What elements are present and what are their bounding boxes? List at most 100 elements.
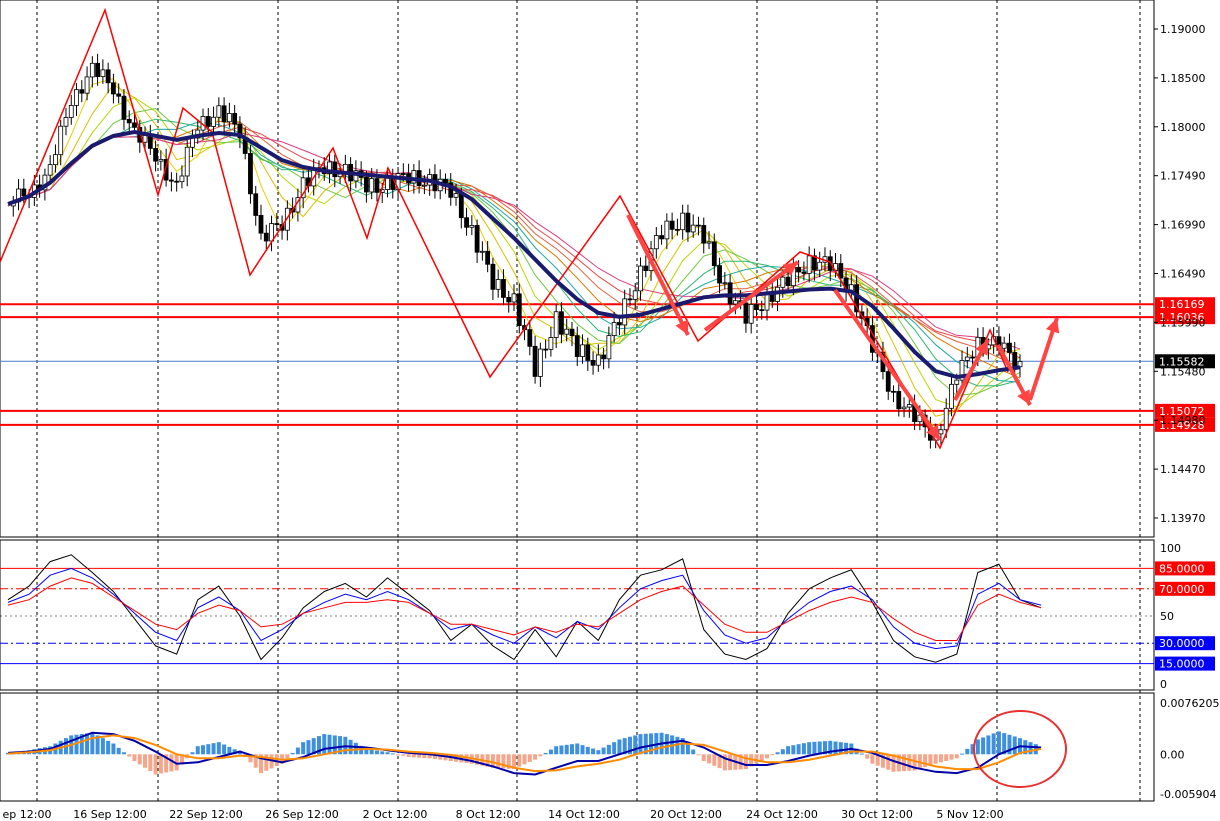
candle-body bbox=[506, 297, 512, 303]
macd-histogram-bar bbox=[891, 754, 896, 772]
candle-body bbox=[885, 371, 891, 392]
candle-body bbox=[964, 356, 970, 361]
candle-body bbox=[174, 180, 180, 183]
candle-body bbox=[1007, 342, 1012, 353]
macd-histogram-bar bbox=[311, 738, 316, 755]
macd-tick-label: -0.005904 bbox=[1160, 788, 1216, 801]
macd-histogram-bar bbox=[580, 745, 585, 755]
macd-histogram-bar bbox=[338, 736, 343, 755]
price-level-label-bg bbox=[1155, 403, 1215, 418]
zigzag-line bbox=[0, 7, 1009, 450]
macd-histogram-bar bbox=[153, 754, 158, 775]
macd-histogram-bar bbox=[770, 754, 775, 756]
candle-body bbox=[690, 224, 696, 233]
stochastic-levels: 85.0000 70.0000 30.0000 15.0000 bbox=[0, 561, 1215, 671]
candle-body bbox=[469, 225, 475, 228]
time-label: 26 Sep 12:00 bbox=[265, 808, 338, 821]
macd-histogram-bar bbox=[95, 735, 100, 755]
macd-histogram-bar bbox=[960, 753, 965, 755]
macd-histogram-bar bbox=[828, 740, 833, 755]
candle-body bbox=[63, 117, 69, 127]
macd-histogram-bar bbox=[401, 754, 406, 756]
macd-histogram-bar bbox=[201, 745, 206, 755]
candle-body bbox=[279, 224, 285, 231]
macd-histogram-bar bbox=[396, 754, 401, 756]
candle-body bbox=[653, 235, 659, 250]
macd-histogram-bar bbox=[211, 743, 216, 755]
candle-body bbox=[711, 241, 717, 267]
macd-histogram-bar bbox=[765, 754, 769, 759]
macd-histogram-bar bbox=[222, 744, 227, 755]
forecast-arrow-shaft bbox=[626, 214, 690, 336]
candle-body bbox=[89, 62, 95, 78]
stochastic-level-label-bg bbox=[1155, 561, 1215, 576]
macd-histogram-bar bbox=[406, 754, 411, 757]
macd-histogram-bar bbox=[970, 744, 975, 755]
candle-body bbox=[537, 348, 543, 377]
candle-body bbox=[527, 329, 533, 347]
macd-histogram-bar bbox=[743, 754, 748, 770]
macd-histogram-bar bbox=[306, 740, 311, 755]
macd-histogram-bar bbox=[116, 747, 121, 755]
price-tick-label: 1.15480 bbox=[1160, 365, 1206, 378]
macd-histogram-bar bbox=[859, 753, 864, 755]
macd-histogram-bar bbox=[264, 754, 269, 771]
macd-histogram-bar bbox=[928, 754, 933, 766]
highlight-ellipse bbox=[973, 710, 1067, 788]
macd-histogram-bar bbox=[606, 744, 611, 755]
macd-histogram-bar bbox=[585, 746, 590, 755]
macd-histogram-bar bbox=[127, 754, 132, 757]
macd-line bbox=[7, 734, 1042, 773]
candle-body bbox=[638, 265, 643, 292]
macd-histogram-bar bbox=[490, 754, 495, 768]
candle-body bbox=[901, 406, 907, 410]
macd-histogram-bar bbox=[612, 742, 617, 755]
stochastic-level-label: 30.0000 bbox=[1159, 637, 1205, 650]
current-price-label: 1.15582 bbox=[1159, 355, 1205, 368]
candle-body bbox=[559, 311, 564, 335]
macd-histogram-bar bbox=[886, 754, 891, 770]
macd-histogram-bar bbox=[696, 754, 701, 756]
forecast-arrow-head bbox=[675, 319, 688, 335]
candle-body bbox=[95, 62, 101, 78]
price-tick-label: 1.15990 bbox=[1160, 316, 1206, 329]
candle-body bbox=[659, 235, 664, 240]
macd-histogram-bar bbox=[227, 746, 232, 755]
macd-histogram-bar bbox=[865, 754, 870, 759]
candle-body bbox=[163, 159, 169, 181]
macd-histogram-bar bbox=[996, 731, 1001, 755]
forecast-arrow-shaft bbox=[833, 288, 942, 442]
macd-histogram-bar bbox=[106, 740, 111, 755]
candle-body bbox=[632, 290, 638, 300]
macd-histogram-bar bbox=[817, 741, 822, 755]
macd-histogram-bar bbox=[870, 754, 875, 764]
candle-body bbox=[237, 123, 243, 139]
macd-histogram-bar bbox=[121, 752, 126, 755]
candle-body bbox=[216, 105, 222, 118]
candle-body bbox=[179, 175, 185, 183]
candle-body bbox=[105, 69, 111, 84]
macd-histogram-bar bbox=[322, 734, 327, 755]
candle-body bbox=[79, 89, 85, 94]
forecast-arrow-head bbox=[1045, 318, 1060, 334]
candle-body bbox=[464, 217, 469, 228]
macd-histogram-bar bbox=[749, 754, 754, 767]
macd-histogram-bar bbox=[274, 754, 279, 767]
macd-histogram-bar bbox=[111, 743, 116, 755]
macd-histogram-bar bbox=[158, 754, 163, 774]
candle-body bbox=[190, 137, 195, 148]
macd-histogram-bar bbox=[638, 734, 643, 755]
time-label: 22 Sep 12:00 bbox=[169, 808, 242, 821]
candle-body bbox=[564, 328, 570, 335]
macd-histogram-bar bbox=[6, 752, 10, 755]
macd-histogram-bar bbox=[833, 741, 838, 755]
macd-histogram-bar bbox=[707, 754, 712, 764]
candle-body bbox=[132, 122, 137, 128]
candle-body bbox=[226, 113, 232, 123]
candle-body bbox=[585, 344, 591, 361]
price-level-label-bg bbox=[1155, 310, 1215, 325]
macd-histogram-bar bbox=[564, 744, 569, 755]
macd-histogram-bar bbox=[137, 754, 142, 765]
macd-histogram-bar bbox=[496, 754, 501, 769]
time-label: 5 Nov 12:00 bbox=[936, 808, 1003, 821]
